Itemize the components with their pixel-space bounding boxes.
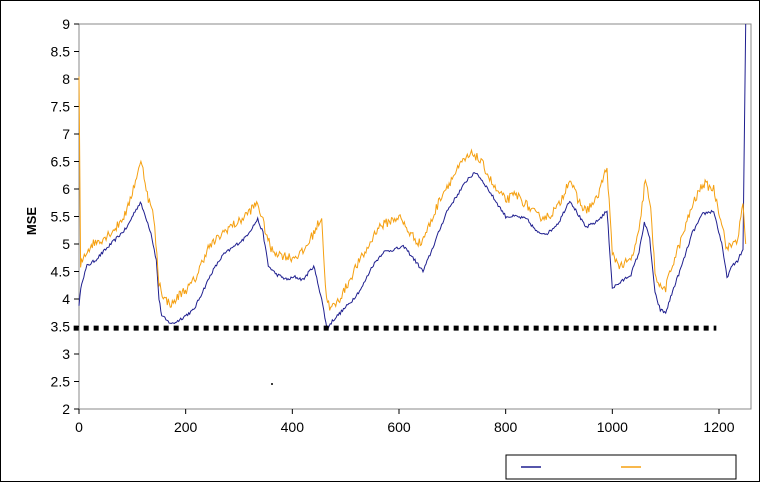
y-tick-label: 2 <box>62 401 70 417</box>
y-tick-label: 4 <box>62 291 70 307</box>
series-layer <box>73 23 747 331</box>
y-tick-label: 8.5 <box>51 44 71 60</box>
legend <box>505 454 737 480</box>
y-tick-label: 6 <box>62 181 70 197</box>
y-tick-label: 3 <box>62 346 70 362</box>
y-tick-label: 5 <box>62 236 70 252</box>
y-axis: 2 2.5 3 3.5 4 4.5 5 5.5 6 6.5 7 7.5 8 8.5 9 <box>51 16 79 417</box>
x-axis: 0 200 400 600 800 1000 1200 <box>75 409 735 435</box>
x-tick-label: 1000 <box>597 419 628 435</box>
x-tick-label: 600 <box>387 419 411 435</box>
x-tick-label: 0 <box>75 419 83 435</box>
y-tick-label: 9 <box>62 16 70 32</box>
y-tick-label: 5.5 <box>51 209 71 225</box>
x-tick-label: 800 <box>494 419 518 435</box>
plot-area <box>78 23 752 410</box>
y-tick-label: 7.5 <box>51 99 71 115</box>
series-line-2 <box>78 76 747 311</box>
x-tick-label: 400 <box>281 419 305 435</box>
y-tick-label: 2.5 <box>51 374 71 390</box>
y-tick-label: 8 <box>62 71 70 87</box>
stray-point <box>271 383 273 385</box>
y-tick-label: 6.5 <box>51 154 71 170</box>
y-tick-label: 3.5 <box>51 319 71 335</box>
y-axis-label: MSE <box>24 207 39 236</box>
x-tick-label: 200 <box>174 419 198 435</box>
series-line-1 <box>78 23 747 331</box>
y-tick-label: 4.5 <box>51 264 71 280</box>
y-tick-label: 7 <box>62 126 70 142</box>
x-tick-label: 1200 <box>703 419 734 435</box>
